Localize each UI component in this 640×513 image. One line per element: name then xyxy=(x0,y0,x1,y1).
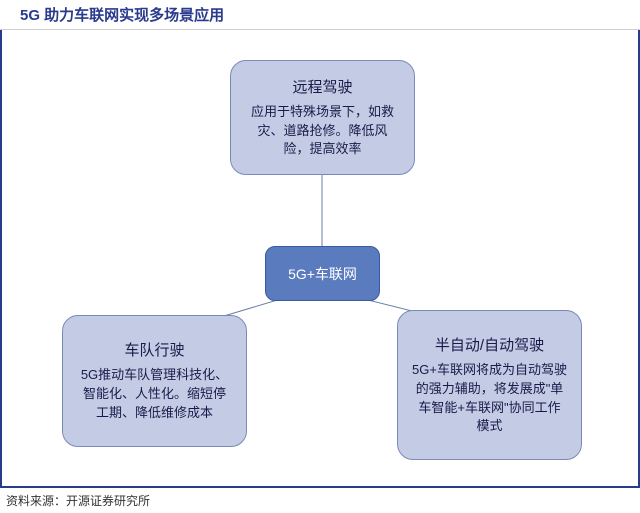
node-title: 车队行驶 xyxy=(124,339,184,360)
node-body: 应用于特殊场景下，如救灾、道路抢修。降低风险，提高效率 xyxy=(245,103,400,160)
node-body: 5G+车联网将成为自动驾驶的强力辅助，将发展成"单车智能+车联网"协同工作模式 xyxy=(412,361,567,436)
node-remote-driving: 远程驾驶 应用于特殊场景下，如救灾、道路抢修。降低风险，提高效率 xyxy=(230,60,415,175)
source-footer: 资料来源：开源证券研究所 xyxy=(6,492,150,509)
center-label: 5G+车联网 xyxy=(288,264,357,284)
node-body: 5G推动车队管理科技化、智能化、人性化。缩短停工期、降低维修成本 xyxy=(77,366,232,423)
node-auto-driving: 半自动/自动驾驶 5G+车联网将成为自动驾驶的强力辅助，将发展成"单车智能+车联… xyxy=(397,310,582,460)
node-title: 半自动/自动驾驶 xyxy=(435,334,544,355)
page-title: 5G 助力车联网实现多场景应用 xyxy=(20,4,620,25)
header-bar: 5G 助力车联网实现多场景应用 xyxy=(0,0,640,30)
node-center: 5G+车联网 xyxy=(265,246,380,301)
node-title: 远程驾驶 xyxy=(292,76,352,97)
node-fleet-driving: 车队行驶 5G推动车队管理科技化、智能化、人性化。缩短停工期、降低维修成本 xyxy=(62,315,247,447)
diagram-area: 远程驾驶 应用于特殊场景下，如救灾、道路抢修。降低风险，提高效率 5G+车联网 … xyxy=(0,30,640,488)
